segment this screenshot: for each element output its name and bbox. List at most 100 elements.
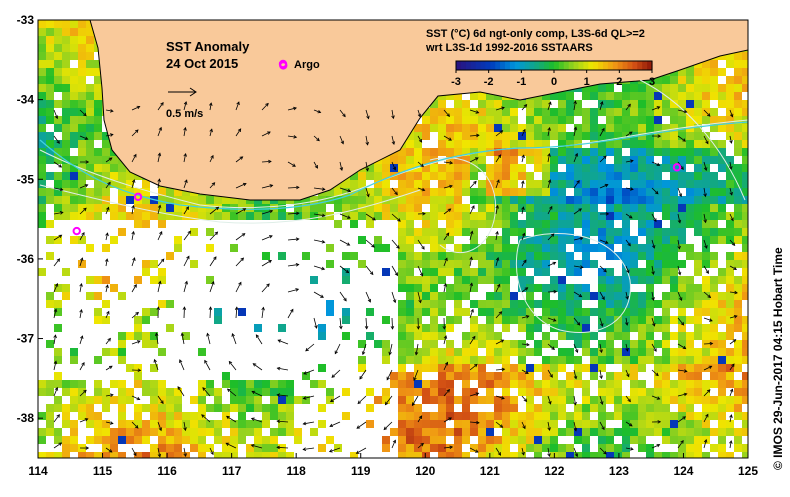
sst-cell xyxy=(70,196,78,204)
sst-cell xyxy=(286,452,294,460)
sst-cell xyxy=(486,300,494,308)
sst-cell xyxy=(510,300,518,308)
sst-cell xyxy=(670,316,678,324)
sst-cell xyxy=(62,452,70,460)
sst-cell xyxy=(390,156,398,164)
sst-cell xyxy=(478,204,486,212)
sst-cell xyxy=(486,108,494,116)
sst-cell xyxy=(62,404,70,412)
sst-cell xyxy=(462,100,470,108)
sst-cell xyxy=(662,388,670,396)
sst-cell xyxy=(558,396,566,404)
sst-cell xyxy=(646,196,654,204)
sst-cell xyxy=(398,284,406,292)
sst-cell xyxy=(622,324,630,332)
sst-cell xyxy=(70,28,78,36)
sst-cell xyxy=(502,428,510,436)
sst-cell xyxy=(158,348,166,356)
sst-cell xyxy=(590,420,598,428)
sst-cell xyxy=(670,284,678,292)
sst-cell xyxy=(398,388,406,396)
colorbar-segment xyxy=(495,61,501,70)
sst-cell xyxy=(454,164,462,172)
sst-cell xyxy=(478,332,486,340)
y-tick-label: -36 xyxy=(17,252,35,266)
sst-cell xyxy=(630,92,638,100)
sst-cell xyxy=(542,220,550,228)
sst-cell xyxy=(702,148,710,156)
sst-cell xyxy=(398,428,406,436)
sst-cell xyxy=(462,348,470,356)
sst-cell xyxy=(678,372,686,380)
sst-cell xyxy=(646,124,654,132)
sst-cell xyxy=(598,340,606,348)
sst-cell xyxy=(662,148,670,156)
sst-cell xyxy=(78,204,86,212)
sst-cell xyxy=(702,236,710,244)
sst-cell xyxy=(406,324,414,332)
sst-cell xyxy=(486,324,494,332)
sst-cell xyxy=(310,276,318,284)
sst-cell xyxy=(78,92,86,100)
sst-cell xyxy=(638,188,646,196)
sst-cell xyxy=(726,100,734,108)
sst-cell xyxy=(246,404,254,412)
sst-cell xyxy=(470,268,478,276)
sst-cell xyxy=(694,444,702,452)
sst-cell xyxy=(718,292,726,300)
sst-cell xyxy=(638,324,646,332)
sst-cell xyxy=(598,228,606,236)
sst-cell xyxy=(158,196,166,204)
sst-cell xyxy=(414,156,422,164)
sst-cell xyxy=(686,380,694,388)
sst-cell xyxy=(518,196,526,204)
sst-cell xyxy=(94,100,102,108)
x-tick-label: 116 xyxy=(157,464,177,478)
sst-cell xyxy=(670,180,678,188)
sst-cell xyxy=(702,332,710,340)
sst-cell xyxy=(382,204,390,212)
sst-cell xyxy=(398,204,406,212)
sst-cell xyxy=(582,364,590,372)
sst-cell xyxy=(598,212,606,220)
sst-cell xyxy=(446,380,454,388)
sst-cell xyxy=(86,276,94,284)
sst-cell xyxy=(622,404,630,412)
sst-cell xyxy=(734,412,742,420)
sst-cell xyxy=(534,388,542,396)
sst-cell xyxy=(190,204,198,212)
sst-cell xyxy=(734,260,742,268)
sst-cell xyxy=(134,412,142,420)
sst-cell xyxy=(702,212,710,220)
colorbar-segment xyxy=(618,61,624,70)
sst-cell xyxy=(262,436,270,444)
sst-cell xyxy=(646,308,654,316)
sst-cell xyxy=(502,404,510,412)
sst-cell xyxy=(702,92,710,100)
sst-cell xyxy=(70,172,78,180)
sst-cell xyxy=(598,164,606,172)
sst-cell xyxy=(38,108,46,116)
sst-cell xyxy=(54,452,62,460)
sst-cell xyxy=(38,388,46,396)
sst-cell xyxy=(622,140,630,148)
sst-cell xyxy=(54,84,62,92)
sst-cell xyxy=(502,244,510,252)
sst-cell xyxy=(646,252,654,260)
sst-cell xyxy=(638,276,646,284)
sst-cell xyxy=(494,132,502,140)
sst-cell xyxy=(574,220,582,228)
sst-cell xyxy=(710,252,718,260)
sst-cell xyxy=(46,132,54,140)
sst-cell xyxy=(454,316,462,324)
sst-cell xyxy=(638,172,646,180)
sst-cell xyxy=(702,300,710,308)
sst-cell xyxy=(62,52,70,60)
sst-cell xyxy=(462,364,470,372)
sst-cell xyxy=(54,52,62,60)
sst-cell xyxy=(510,436,518,444)
sst-cell xyxy=(214,428,222,436)
sst-cell xyxy=(702,100,710,108)
sst-cell xyxy=(454,116,462,124)
